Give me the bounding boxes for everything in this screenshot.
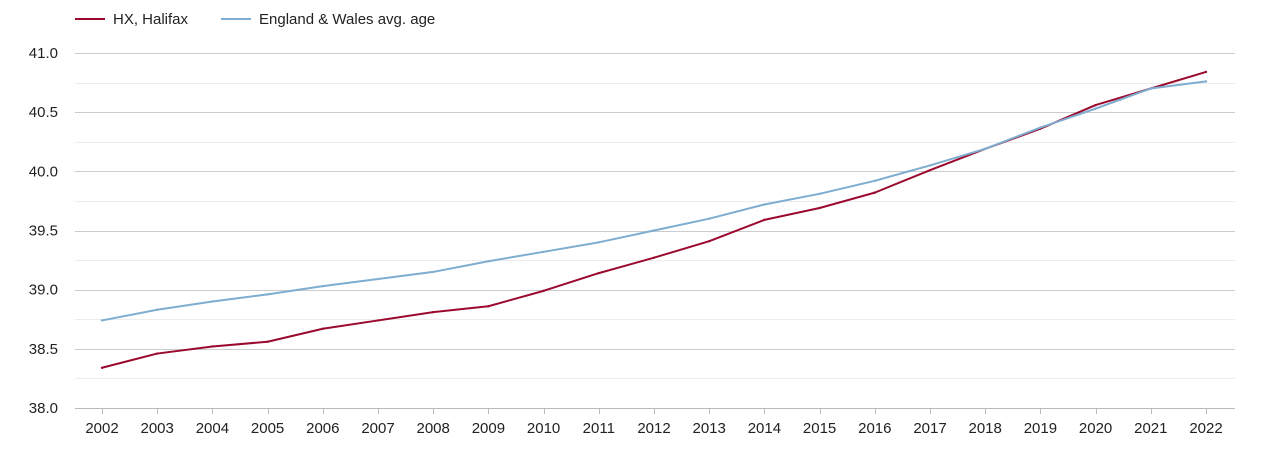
x-tick-label: 2022 xyxy=(1189,420,1222,437)
chart-legend: HX, Halifax England & Wales avg. age xyxy=(75,9,468,29)
data-point-halifax xyxy=(873,191,876,194)
data-point-halifax xyxy=(1094,103,1097,107)
y-tick-label: 38.5 xyxy=(29,341,58,358)
data-point-halifax xyxy=(266,340,269,343)
data-point-halifax xyxy=(432,310,435,314)
data-point-england-wales xyxy=(432,270,435,274)
data-point-england-wales xyxy=(376,277,380,281)
data-point-england-wales xyxy=(542,250,545,253)
y-tick-label: 39.5 xyxy=(29,223,58,240)
data-point-halifax xyxy=(156,352,159,355)
data-point-halifax xyxy=(321,327,324,330)
data-point-england-wales xyxy=(211,300,214,303)
data-point-england-wales xyxy=(652,229,656,232)
legend-item-england-wales[interactable]: England & Wales avg. age xyxy=(221,11,435,28)
legend-item-halifax[interactable]: HX, Halifax xyxy=(75,11,188,28)
x-tick-label: 2014 xyxy=(748,420,781,437)
data-point-halifax xyxy=(542,289,545,293)
data-point-halifax xyxy=(652,256,656,259)
x-tick-label: 2002 xyxy=(85,420,118,437)
data-point-england-wales xyxy=(321,284,324,288)
x-tick-label: 2020 xyxy=(1079,420,1112,437)
x-tick-label: 2006 xyxy=(306,420,339,437)
x-tick-label: 2017 xyxy=(913,420,946,437)
data-point-england-wales xyxy=(266,293,269,296)
data-point-halifax xyxy=(818,206,821,210)
y-tick-label: 38.0 xyxy=(29,400,58,417)
x-tick-label: 2005 xyxy=(251,420,284,437)
x-tick-label: 2011 xyxy=(583,420,615,437)
data-point-england-wales xyxy=(1094,107,1097,110)
data-point-halifax xyxy=(487,305,490,308)
data-point-england-wales xyxy=(597,241,600,244)
x-tick-label: 2012 xyxy=(637,420,670,437)
x-tick-label: 2010 xyxy=(527,420,560,437)
x-tick-label: 2018 xyxy=(969,420,1002,437)
data-point-england-wales xyxy=(487,260,490,263)
data-point-halifax xyxy=(376,319,380,322)
x-tick-label: 2016 xyxy=(858,420,891,437)
data-point-england-wales xyxy=(1204,80,1208,83)
x-tick-label: 2004 xyxy=(196,420,229,437)
legend-label-england-wales: England & Wales avg. age xyxy=(259,10,436,28)
x-tick-label: 2021 xyxy=(1134,420,1167,437)
x-tick-label: 2019 xyxy=(1024,420,1057,437)
data-point-halifax xyxy=(928,168,932,172)
data-point-england-wales xyxy=(100,319,104,322)
legend-swatch-england-wales xyxy=(221,18,252,20)
data-point-halifax xyxy=(211,345,214,348)
legend-label-halifax: HX, Halifax xyxy=(113,10,189,28)
y-tick-label: 40.5 xyxy=(29,104,58,121)
data-point-england-wales xyxy=(873,179,876,182)
y-tick-label: 39.0 xyxy=(29,282,58,299)
data-point-halifax xyxy=(708,239,711,243)
data-point-england-wales xyxy=(984,147,987,151)
data-point-england-wales xyxy=(708,217,711,220)
data-point-halifax xyxy=(100,366,104,369)
x-tick-label: 2015 xyxy=(803,420,836,437)
x-tick-label: 2013 xyxy=(693,420,726,437)
legend-swatch-halifax xyxy=(75,18,105,20)
data-point-england-wales xyxy=(1039,126,1042,129)
x-tick-label: 2003 xyxy=(141,420,174,437)
x-tick-label: 2008 xyxy=(417,420,450,437)
y-tick-label: 40.0 xyxy=(29,163,58,180)
data-point-halifax xyxy=(597,271,600,275)
data-point-halifax xyxy=(763,218,766,222)
y-tick-label: 41.0 xyxy=(29,45,58,62)
data-point-england-wales xyxy=(156,308,159,311)
x-tick-label: 2007 xyxy=(361,420,394,437)
series-line-halifax xyxy=(101,70,1207,369)
data-point-halifax xyxy=(1204,70,1208,74)
data-point-england-wales xyxy=(1149,87,1153,90)
data-point-england-wales xyxy=(928,164,932,167)
x-tick-label: 2009 xyxy=(472,420,505,437)
data-point-england-wales xyxy=(818,192,821,196)
data-point-england-wales xyxy=(763,203,766,206)
series-line-england-wales xyxy=(101,80,1207,322)
